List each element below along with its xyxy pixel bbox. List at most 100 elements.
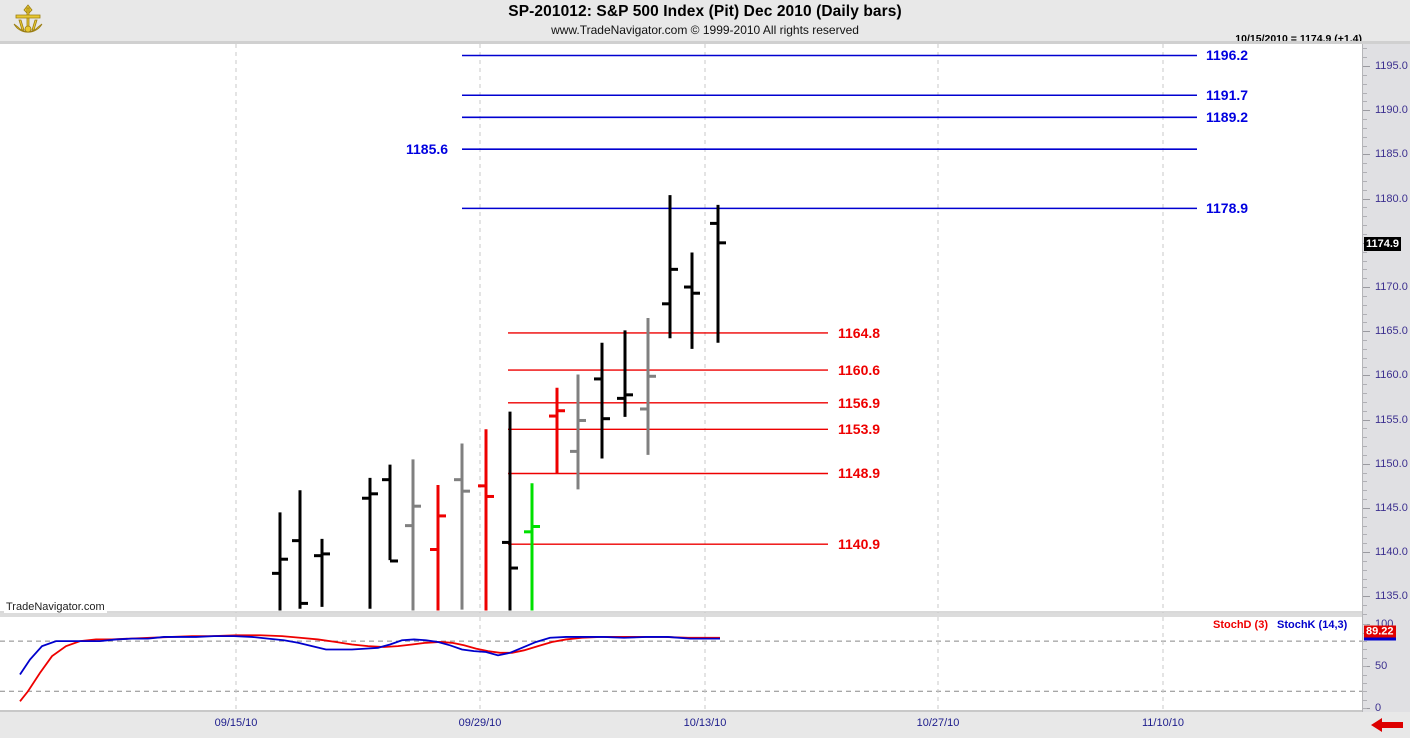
price-axis-minor-tick (1363, 234, 1367, 235)
support-label-4: 1148.9 (838, 465, 881, 482)
ohlc-bar[interactable] (662, 195, 678, 339)
price-axis-minor-tick (1363, 516, 1367, 518)
date-axis-label: 10/13/10 (683, 717, 727, 729)
price-axis-minor-tick (1363, 560, 1367, 562)
stoch-axis-minor-tick (1363, 682, 1367, 684)
ohlc-bar[interactable] (362, 477, 378, 609)
price-axis-tick (1363, 287, 1370, 289)
stoch-axis-minor-tick (1363, 649, 1367, 651)
price-axis-minor-tick (1363, 366, 1367, 368)
current-price-badge: 1174.9 (1364, 236, 1402, 251)
ohlc-bar[interactable] (405, 459, 421, 611)
ohlc-bar[interactable] (382, 464, 398, 563)
ohlc-bar[interactable] (640, 317, 656, 455)
price-axis-minor-tick (1363, 278, 1367, 280)
price-axis-minor-tick (1363, 180, 1367, 182)
price-axis-minor-tick (1363, 163, 1367, 165)
price-axis-minor-tick (1363, 74, 1367, 76)
price-axis-minor-tick (1363, 304, 1367, 306)
price-axis-label: 1140.0 (1375, 546, 1408, 559)
price-axis-minor-tick (1363, 437, 1367, 439)
ohlc-bar[interactable] (617, 330, 633, 417)
price-axis-minor-tick (1363, 393, 1367, 395)
price-axis-minor-tick (1363, 340, 1367, 342)
price-axis-minor-tick (1363, 92, 1367, 94)
price-axis-tick (1363, 375, 1370, 377)
stoch-axis-label: 0 (1375, 702, 1382, 714)
price-axis-tick (1363, 66, 1370, 68)
price-axis-minor-tick (1363, 101, 1367, 103)
price-axis-label: 1165.0 (1375, 325, 1408, 338)
ohlc-bar[interactable] (430, 484, 446, 611)
price-axis-minor-tick (1363, 207, 1367, 209)
stochastic-plot-area[interactable] (0, 617, 1362, 712)
price-axis-tick (1363, 507, 1370, 509)
price-plot-area[interactable] (0, 44, 1362, 614)
price-axis-minor-tick (1363, 454, 1367, 456)
price-axis-minor-tick (1363, 578, 1367, 580)
panel-divider (0, 613, 1362, 617)
price-axis-minor-tick (1363, 543, 1367, 545)
price-axis-minor-tick (1363, 348, 1367, 350)
price-axis-tick (1363, 154, 1370, 156)
resistance-label-3: 1185.6 (406, 141, 449, 158)
ohlc-bar[interactable] (684, 252, 700, 349)
resistance-label-4: 1178.9 (1206, 200, 1249, 217)
price-axis-minor-tick (1363, 83, 1367, 85)
price-axis-minor-tick (1363, 313, 1367, 315)
chart-title: SP-201012: S&P 500 Index (Pit) Dec 2010 … (508, 3, 902, 20)
stoch-d-legend: StochD (3) (1213, 619, 1268, 631)
stoch-axis-minor-tick (1363, 674, 1367, 676)
date-axis-label: 10/27/10 (916, 717, 960, 729)
price-axis-minor-tick (1363, 446, 1367, 448)
ohlc-bar[interactable] (454, 443, 470, 610)
price-axis-label: 1145.0 (1375, 501, 1408, 514)
ohlc-bar[interactable] (594, 342, 610, 459)
support-label-0: 1164.8 (838, 324, 881, 341)
price-axis-tick (1363, 463, 1370, 465)
stoch-k-legend: StochK (14,3) (1277, 619, 1348, 631)
ohlc-bar[interactable] (478, 429, 494, 611)
watermark-label: TradeNavigator.com (4, 601, 107, 613)
price-axis-minor-tick (1363, 127, 1367, 129)
stoch-axis-label: 50 (1375, 660, 1388, 673)
price-axis-label: 1160.0 (1375, 369, 1408, 382)
stoch-axis-minor-tick (1363, 691, 1367, 693)
price-axis-label: 1185.0 (1375, 148, 1408, 161)
ohlc-bar[interactable] (272, 512, 288, 611)
ohlc-bar[interactable] (314, 538, 330, 607)
price-axis-minor-tick (1363, 357, 1367, 359)
ohlc-bar[interactable] (710, 204, 726, 343)
support-label-1: 1160.6 (838, 362, 881, 379)
price-axis-minor-tick (1363, 525, 1367, 527)
support-label-3: 1153.9 (838, 421, 881, 438)
ohlc-bar[interactable] (292, 490, 308, 609)
date-axis[interactable]: 09/15/10 09/29/10 10/13/10 10/27/10 11/10/10 (0, 712, 1410, 738)
price-axis-tick (1363, 596, 1370, 598)
price-axis-tick (1363, 110, 1370, 112)
ohlc-bar[interactable] (570, 374, 586, 490)
stoch-axis-minor-tick (1363, 699, 1367, 701)
price-axis-minor-tick (1363, 119, 1367, 121)
price-axis-minor-tick (1363, 172, 1367, 174)
stoch-bottom-divider (0, 710, 1362, 712)
ohlc-bar[interactable] (524, 483, 540, 611)
support-label-5: 1140.9 (838, 536, 881, 553)
price-axis-minor-tick (1363, 569, 1367, 571)
stoch-axis-minor-tick (1363, 624, 1367, 626)
price-axis-tick (1363, 419, 1370, 421)
price-axis-label: 1195.0 (1375, 60, 1408, 73)
price-axis[interactable]: 1195.0 1190.0 1185.0 1180.0 1170.0 1165.0 1160… (1362, 44, 1410, 714)
price-axis-label: 1155.0 (1375, 413, 1408, 426)
price-axis-minor-tick (1363, 490, 1367, 492)
scroll-left-arrow-icon[interactable] (1370, 716, 1404, 734)
header-divider (0, 41, 1410, 44)
price-axis-minor-tick (1363, 189, 1367, 191)
price-axis-minor-tick (1363, 145, 1367, 147)
price-axis-minor-tick (1363, 48, 1367, 50)
resistance-label-1: 1191.7 (1206, 87, 1249, 104)
ohlc-bar[interactable] (549, 387, 565, 474)
ohlc-bar[interactable] (502, 411, 518, 611)
price-axis-minor-tick (1363, 322, 1367, 324)
price-axis-minor-tick (1363, 57, 1367, 59)
